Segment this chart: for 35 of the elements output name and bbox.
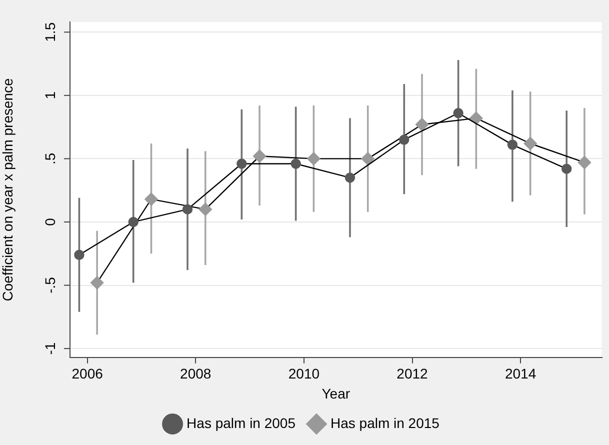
point — [198, 202, 212, 216]
point — [524, 136, 537, 150]
point — [562, 164, 572, 174]
point — [470, 112, 483, 125]
point — [128, 216, 138, 228]
legend-label: Has palm in 2015 — [330, 414, 440, 431]
point — [144, 192, 158, 206]
point — [252, 150, 266, 163]
x-tick-label: 2014 — [504, 366, 536, 382]
point — [182, 204, 193, 214]
x-tick-label: 2010 — [288, 366, 320, 382]
point — [507, 140, 518, 150]
y-tick-label: .5 — [42, 152, 58, 165]
y-axis-title: Coefficient on year x palm presence — [0, 78, 16, 302]
y-tick-label: 1 — [42, 91, 58, 100]
y-tick-label: 1.5 — [42, 22, 58, 42]
y-tick-label: -.5 — [42, 276, 58, 294]
point — [361, 152, 374, 166]
x-tick-label: 2012 — [396, 366, 428, 382]
point — [90, 276, 104, 290]
legend-label: Has palm in 2005 — [186, 414, 296, 431]
point — [415, 118, 429, 132]
y-tick-label: -1 — [42, 342, 58, 355]
x-axis-title: Year — [322, 385, 350, 402]
point — [236, 158, 247, 169]
point — [307, 152, 320, 166]
point — [399, 134, 410, 145]
point — [74, 250, 84, 260]
x-tick-label: 2008 — [180, 366, 212, 382]
x-tick-label: 2006 — [72, 366, 104, 382]
point — [578, 156, 592, 170]
point — [453, 108, 464, 118]
point — [290, 158, 301, 169]
y-tick-label: 0 — [42, 218, 58, 226]
point — [344, 172, 356, 183]
